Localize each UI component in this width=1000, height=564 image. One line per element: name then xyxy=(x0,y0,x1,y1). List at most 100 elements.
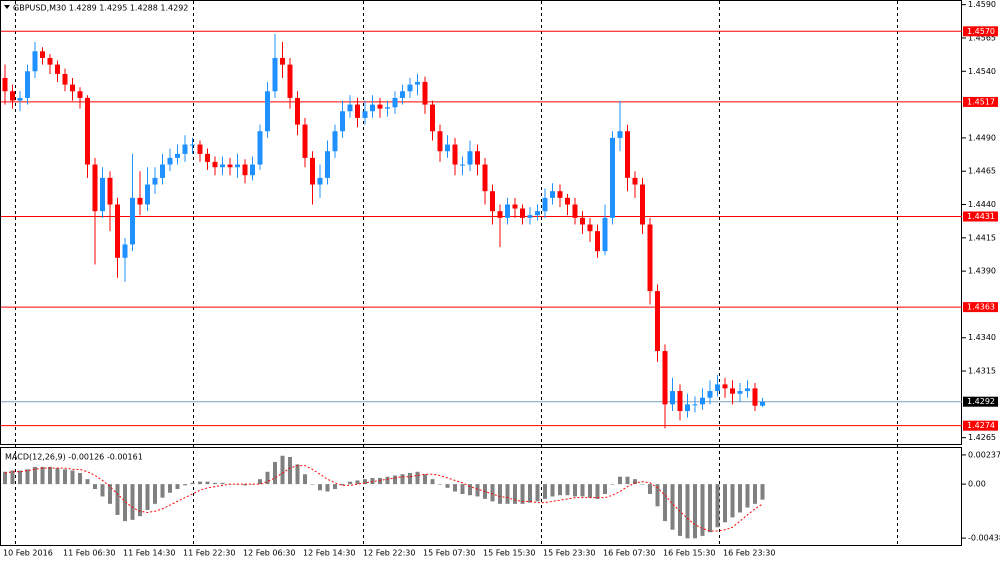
macd-bar xyxy=(40,466,45,485)
candle-body xyxy=(175,153,180,158)
x-tick-label: 12 Feb 06:30 xyxy=(243,549,295,558)
level-label: 1.4274 xyxy=(967,421,995,430)
candle-body xyxy=(242,164,248,176)
macd-bar xyxy=(220,482,225,485)
candle-body xyxy=(325,151,330,178)
candle-body xyxy=(92,164,98,212)
candle-body xyxy=(2,77,8,92)
candle-body xyxy=(452,144,458,165)
candle-body xyxy=(610,137,615,218)
y-tick-label: 1.4590 xyxy=(968,0,996,9)
candle-body xyxy=(160,164,165,178)
x-tick-label: 12 Feb 14:30 xyxy=(303,549,355,558)
level-label: 1.4363 xyxy=(967,303,995,312)
macd-bar xyxy=(760,484,765,500)
macd-bar xyxy=(333,484,337,490)
y-tick-label: 1.4415 xyxy=(968,233,996,242)
candle-body xyxy=(257,131,263,165)
macd-bar xyxy=(258,479,262,485)
candle-body xyxy=(62,73,68,85)
macd-title: MACD(12,26,9) -0.00126 -0.00161 xyxy=(5,453,143,462)
price-panel xyxy=(0,0,962,445)
macd-bar xyxy=(280,455,285,485)
candle-body xyxy=(152,177,158,185)
y-tick-label: 0.00237 xyxy=(968,450,1000,459)
candle-body xyxy=(565,197,570,205)
macd-bar xyxy=(513,484,517,504)
candle-body xyxy=(115,204,120,258)
macd-bar xyxy=(123,484,127,522)
candle-body xyxy=(640,184,645,225)
candle-body xyxy=(595,231,600,252)
macd-bar xyxy=(715,484,720,528)
macd-bar xyxy=(528,484,532,503)
candle-body xyxy=(415,81,420,85)
macd-bar xyxy=(580,484,585,497)
candle-body xyxy=(490,191,495,212)
macd-bar xyxy=(175,484,180,490)
x-tick-label: 10 Feb 2016 xyxy=(3,549,53,558)
candle-body xyxy=(512,204,518,209)
macd-bar xyxy=(153,484,157,504)
candle-body xyxy=(220,164,225,168)
candle-body xyxy=(475,151,480,165)
macd-bar xyxy=(33,466,37,485)
candle-body xyxy=(370,104,375,112)
candle-body xyxy=(572,204,578,218)
macd-bar xyxy=(708,484,712,533)
macd-bar xyxy=(610,484,615,485)
macd-bar xyxy=(160,484,165,498)
macd-bar xyxy=(640,484,645,485)
macd-bar xyxy=(93,484,97,490)
candle-body xyxy=(377,104,383,109)
macd-bar xyxy=(625,476,630,485)
macd-bar xyxy=(685,484,690,539)
candle-body xyxy=(272,57,278,92)
macd-bar xyxy=(18,470,22,485)
candle-body xyxy=(715,384,720,392)
y-tick-label: 1.4340 xyxy=(968,333,996,342)
macd-bar xyxy=(393,475,397,485)
candle-body xyxy=(520,208,525,218)
macd-bar xyxy=(310,484,315,485)
y-tick-label: 1.4390 xyxy=(968,267,996,276)
candle-body xyxy=(760,401,765,406)
macd-bar xyxy=(370,477,375,485)
candle-body xyxy=(340,111,345,132)
candle-body xyxy=(10,91,15,101)
candle-body xyxy=(587,224,593,232)
x-tick-label: 12 Feb 22:30 xyxy=(363,549,415,558)
candle-body xyxy=(385,107,390,109)
macd-bar xyxy=(243,484,247,486)
macd-bar xyxy=(78,473,82,485)
candle-body xyxy=(25,71,30,98)
candle-body xyxy=(137,197,143,205)
candle-body xyxy=(295,97,300,125)
macd-bar xyxy=(213,482,217,485)
macd-bar xyxy=(385,476,390,485)
macd-bar xyxy=(115,484,120,515)
candle-body xyxy=(707,391,713,398)
macd-bar xyxy=(265,471,270,485)
macd-bar xyxy=(48,466,52,485)
candle-body xyxy=(467,151,473,165)
macd-bar xyxy=(55,468,60,485)
macd-bar xyxy=(250,484,255,485)
candle-body xyxy=(445,144,450,152)
candle-body xyxy=(85,97,90,165)
macd-bar xyxy=(460,484,465,494)
macd-bar xyxy=(145,484,150,510)
macd-bar xyxy=(475,484,480,497)
macd-bar xyxy=(168,484,172,493)
candle-body xyxy=(580,217,585,225)
macd-bar xyxy=(273,461,277,485)
macd-bar xyxy=(633,479,637,485)
macd-bar xyxy=(295,464,300,485)
x-tick-label: 15 Feb 07:30 xyxy=(423,549,475,558)
candle-body xyxy=(647,224,653,292)
macd-bar xyxy=(498,484,502,504)
candle-body xyxy=(17,97,23,101)
macd-bar xyxy=(63,469,67,485)
